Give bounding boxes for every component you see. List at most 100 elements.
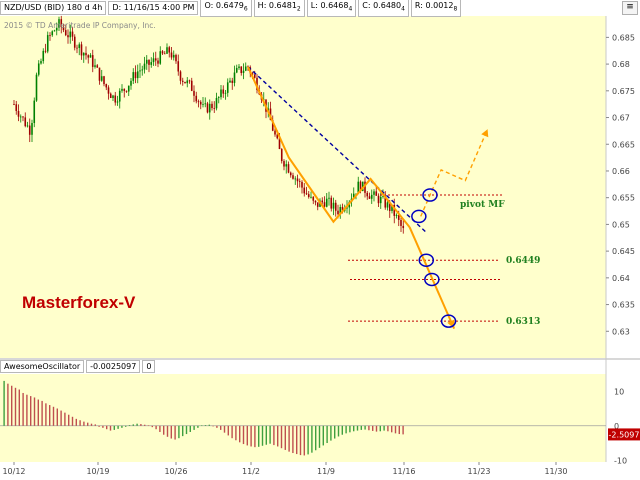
oscillator-bar [178,425,180,439]
candle-down [301,181,303,188]
price-plot-area[interactable] [0,16,606,358]
target-circle[interactable] [424,272,440,287]
zigzag-line[interactable] [247,66,411,228]
oscillator-bar [37,399,39,426]
candle-up [328,197,330,199]
oscillator-bar [341,425,343,435]
candle-down [289,172,292,176]
oscillator-bar [364,425,366,430]
oscillator-bar [296,425,298,455]
quote-header: NZD/USD (BID) 180 d 4h D: 11/16/15 4:00 … [0,0,463,17]
brand-label: Masterforex-V [22,293,136,312]
candle-down [170,52,173,58]
candle-down [388,202,391,212]
candle-up [224,92,227,94]
candle-down [377,195,380,204]
level-label: pivot MF [460,200,505,210]
oscillator-bar [182,425,184,437]
oscillator-bar [189,425,191,432]
oscillator-bar [353,425,355,432]
candle-up [172,54,175,58]
oscillator-bar [49,405,51,426]
candle-down [71,31,74,37]
indicator-value: -0.0025097 [86,360,141,373]
candle-up [361,181,364,192]
oscillator-bar [201,425,203,427]
oscillator-bar [231,425,233,439]
oscillator-bar [239,425,241,443]
chart-menu-icon[interactable]: ≡ [622,1,638,15]
open-value: O: 0.6479 [204,1,244,11]
range-value: R: 0.0012 [414,1,454,11]
candle-up [139,70,141,72]
candle-up [332,202,335,209]
candle-up [121,88,123,91]
candle-down [148,59,150,65]
candle-down [253,74,256,78]
projection-line-up[interactable] [420,129,489,217]
price-tick-label: 0.655 [612,194,635,203]
target-circle[interactable] [422,188,438,202]
candle-down [109,93,112,99]
candle-down [154,58,157,61]
candle-down [44,50,47,52]
candle-down [195,95,198,102]
candle-up [130,80,132,86]
target-circle[interactable] [411,209,427,224]
candle-up [89,55,92,58]
oscillator-bar [391,425,393,433]
candle-up [382,196,384,197]
candle-down [337,210,339,215]
oscillator-bar [227,425,229,436]
oscillator-bar [22,392,24,426]
oscillator-bar [334,425,336,439]
candle-up [202,104,204,105]
date-tick-label: 10/12 [2,467,25,476]
oscillator-bar [398,425,400,435]
candle-up [233,72,236,83]
oscillator-bar [132,424,134,426]
candle-up [229,80,231,83]
oscillator-bar [307,425,309,455]
oscillator-bar [11,385,13,426]
oscillator-bar [151,425,153,428]
candle-down [368,196,371,199]
dashed-trendline[interactable] [247,66,427,233]
candle-up [132,72,135,81]
candle-down [64,30,67,36]
oscillator-bar [394,425,397,434]
candle-down [190,80,193,91]
symbol-label[interactable]: NZD/USD (BID) 180 d 4h [0,1,107,15]
oscillator-bar [75,418,77,426]
oscillator-plot-area[interactable] [0,374,606,462]
candle-down [341,207,344,211]
oscillator-bar [109,425,112,431]
target-circle[interactable] [440,314,457,328]
open-sub: 6 [243,5,248,13]
candle-down [80,44,83,56]
candle-up [150,62,153,65]
oscillator-bar [299,425,302,456]
candle-up [217,97,220,98]
candle-down [240,66,243,74]
candle-down [222,89,225,94]
oscillator-bar [155,425,157,430]
candle-down [296,178,299,182]
indicator-name[interactable]: AwesomeOscillator [0,360,85,373]
oscillator-bar [311,425,313,453]
oscillator-bar [68,414,70,426]
candle-up [238,66,240,68]
date-readout: D: 11/16/15 4:00 PM [108,1,199,15]
candle-down [177,61,180,72]
oscillator-tick-label: -10 [614,456,627,465]
oscillator-bar [330,425,332,441]
candle-down [307,194,310,197]
candle-down [107,87,110,94]
high-sub: 2 [296,5,301,13]
candle-up [357,181,360,194]
oscillator-bar [113,425,115,430]
target-circle[interactable] [418,253,435,267]
projection-line-down[interactable] [408,226,456,330]
candle-up [242,70,245,74]
